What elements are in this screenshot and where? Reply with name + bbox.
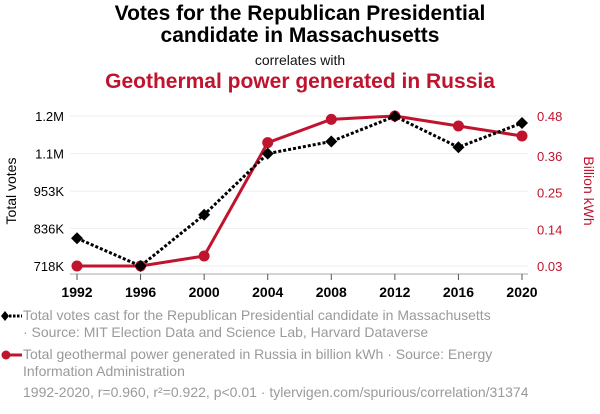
axes: 718K 836K 953K 1.1M 1.2M 0.03 0.14 0.25 0.36 0.48… xyxy=(34,109,563,300)
x-tick-label: 2008 xyxy=(316,284,347,300)
series-geothermal-line xyxy=(77,114,523,268)
y-axis-label-right: Billion kWh xyxy=(581,156,597,225)
legend-marker-geothermal-icon xyxy=(1,350,22,360)
data-point-votes xyxy=(71,232,83,245)
legend-text-geothermal: Total geothermal power generated in Russ… xyxy=(23,346,493,362)
data-point-votes xyxy=(325,135,338,148)
y-tick-label-left: 1.2M xyxy=(35,109,64,124)
y-tick-label-left: 836K xyxy=(34,221,65,236)
data-point-geothermal xyxy=(262,137,274,149)
y-tick-label-right: 0.14 xyxy=(537,222,562,237)
x-tick-label: 1992 xyxy=(61,284,92,300)
x-tick-label: 2020 xyxy=(506,284,537,300)
chart-title: Votes for the Republican Presidential ca… xyxy=(0,3,600,47)
x-tick-label: 2016 xyxy=(443,284,474,300)
y-tick-label-right: 0.48 xyxy=(537,109,562,124)
x-tick-label: 2004 xyxy=(252,284,283,300)
data-point-geothermal xyxy=(71,260,83,272)
y-tick-label-left: 953K xyxy=(34,184,65,199)
y-tick-label-right: 0.36 xyxy=(537,149,562,164)
data-point-votes xyxy=(516,117,528,130)
legend-marker-votes-icon xyxy=(1,311,22,321)
data-point-geothermal xyxy=(516,130,528,142)
data-point-geothermal xyxy=(452,120,464,132)
x-tick-label: 1996 xyxy=(125,284,156,300)
series-votes-line xyxy=(76,114,523,268)
data-point-votes xyxy=(134,260,147,272)
data-point-votes xyxy=(388,110,401,123)
y-tick-label-left: 1.1M xyxy=(35,147,64,162)
legend-source-geothermal: Information Administration xyxy=(23,363,185,379)
chart-title-line1: Votes for the Republican Presidential xyxy=(114,2,486,25)
data-point-votes xyxy=(198,208,211,221)
legend-source-votes: · Source: MIT Election Data and Science … xyxy=(23,324,429,340)
chart-subtitle: correlates with xyxy=(254,52,346,68)
data-point-votes xyxy=(452,141,465,154)
legend-text-votes: Total votes cast for the Republican Pres… xyxy=(23,307,491,323)
data-point-votes xyxy=(261,147,274,160)
chart-title-secondary: Geothermal power generated in Russia xyxy=(105,70,495,93)
chart-title-line2: candidate in Massachusetts xyxy=(160,24,440,47)
gridlines xyxy=(70,115,528,267)
x-tick-label: 2000 xyxy=(189,284,220,300)
y-tick-label-right: 0.03 xyxy=(537,259,562,274)
y-axis-label-left: Total votes xyxy=(3,158,19,225)
data-point-geothermal xyxy=(198,250,210,262)
series-votes xyxy=(71,110,528,272)
x-tick-label: 2012 xyxy=(379,284,410,300)
y-tick-label-left: 718K xyxy=(34,259,65,274)
footer-stats: 1992-2020, r=0.960, r²=0.922, p<0.01 · t… xyxy=(23,384,529,400)
data-point-geothermal xyxy=(325,113,337,125)
y-tick-label-right: 0.25 xyxy=(537,186,562,201)
